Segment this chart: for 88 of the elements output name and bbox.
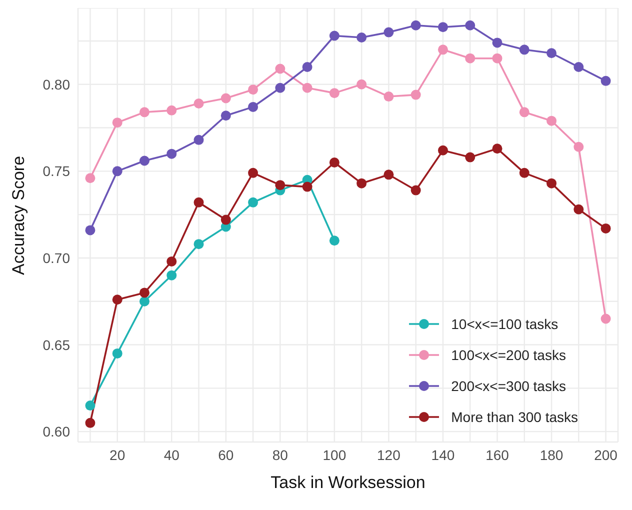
- point: [384, 170, 394, 180]
- x-tick-label: 140: [431, 446, 455, 463]
- x-tick-label: 160: [486, 446, 510, 463]
- point: [465, 152, 476, 162]
- y-tick-label: 0.75: [42, 163, 70, 180]
- point: [600, 76, 611, 86]
- point: [410, 185, 421, 196]
- point: [302, 62, 312, 72]
- point: [139, 107, 150, 118]
- point: [85, 400, 96, 411]
- x-tick-label: 180: [540, 446, 564, 463]
- legend-label: 100<x<=200 tasks: [451, 346, 566, 362]
- point: [546, 116, 557, 126]
- point: [302, 82, 312, 93]
- point: [139, 296, 150, 306]
- point: [194, 98, 204, 108]
- x-tick-label: 80: [272, 446, 288, 463]
- point: [302, 182, 312, 192]
- point: [600, 314, 611, 324]
- point: [438, 44, 448, 55]
- point: [248, 102, 258, 112]
- point: [166, 270, 177, 280]
- point: [465, 20, 476, 30]
- point: [112, 294, 122, 305]
- point: [220, 93, 231, 104]
- y-tick-label: 0.80: [42, 76, 70, 92]
- point: [220, 214, 231, 225]
- x-tick-label: 60: [218, 446, 234, 463]
- point: [139, 288, 150, 298]
- point: [329, 30, 340, 41]
- point: [166, 148, 177, 159]
- x-tick-label: 20: [110, 446, 126, 463]
- y-tick-label: 0.70: [42, 250, 70, 266]
- point: [438, 22, 448, 32]
- point: [275, 64, 286, 74]
- point: [410, 20, 421, 30]
- point: [112, 118, 122, 128]
- point: [356, 32, 367, 43]
- point: [546, 48, 557, 58]
- point: [166, 256, 177, 266]
- x-axis-title: Task in Worksession: [270, 473, 426, 492]
- point: [329, 88, 340, 98]
- point: [492, 53, 502, 64]
- point: [112, 166, 122, 176]
- point: [85, 418, 96, 428]
- y-axis-title: Accuracy Score: [9, 156, 28, 275]
- point: [166, 105, 177, 116]
- y-tick-label: 0.65: [42, 336, 70, 353]
- point: [356, 79, 367, 90]
- point: [248, 197, 258, 208]
- point: [356, 178, 367, 188]
- point: [384, 27, 394, 38]
- point: [519, 107, 530, 118]
- point: [220, 110, 231, 121]
- point: [574, 142, 584, 152]
- point: [85, 225, 96, 236]
- point: [574, 204, 584, 214]
- legend-label: 200<x<=300 tasks: [451, 378, 566, 394]
- point: [248, 168, 258, 178]
- point: [410, 90, 421, 100]
- x-tick-label: 40: [164, 446, 180, 463]
- point: [438, 145, 448, 156]
- legend-label: More than 300 tasks: [451, 408, 578, 424]
- point: [465, 53, 476, 64]
- x-tick-label: 200: [594, 446, 618, 463]
- point: [275, 82, 286, 93]
- point: [248, 84, 258, 95]
- point: [275, 180, 286, 190]
- legend-label: 10<x<=100 tasks: [451, 316, 558, 332]
- point: [194, 239, 204, 250]
- point: [112, 348, 122, 358]
- point: [329, 158, 340, 168]
- point: [492, 38, 502, 48]
- point: [85, 173, 96, 184]
- point: [194, 134, 204, 145]
- point: [194, 197, 204, 208]
- point: [329, 236, 340, 246]
- point: [546, 178, 557, 188]
- point: [139, 156, 150, 166]
- point: [600, 223, 611, 234]
- x-tick-label: 120: [377, 446, 401, 463]
- point: [519, 168, 530, 178]
- y-tick-label: 0.60: [42, 424, 70, 440]
- point: [384, 92, 394, 102]
- point: [574, 62, 584, 72]
- x-tick-label: 100: [322, 446, 346, 463]
- point: [492, 144, 502, 154]
- point: [519, 44, 530, 55]
